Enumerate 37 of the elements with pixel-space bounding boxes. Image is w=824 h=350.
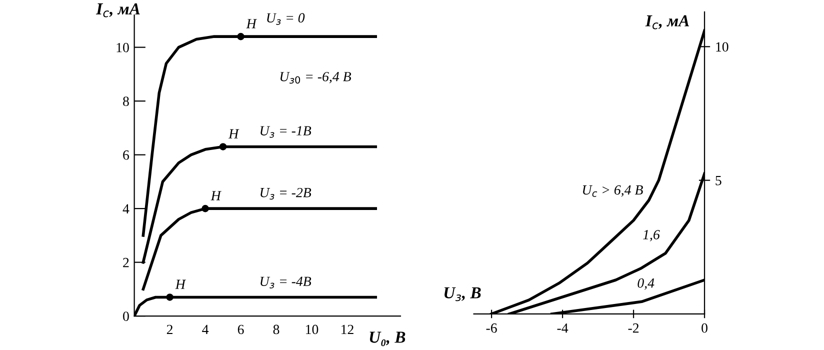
y-axis-title: I$_{с}$, мА	[645, 15, 690, 30]
point	[219, 143, 227, 150]
point	[237, 32, 244, 40]
x-tick-label: -2	[628, 323, 639, 333]
y-tick-label: 4	[122, 204, 130, 214]
point	[202, 204, 209, 212]
point	[166, 294, 174, 301]
x-axis-title: U$_{з}$, В	[444, 287, 481, 302]
x-tick-label: 4	[202, 324, 209, 334]
series-label: 1,6	[643, 230, 660, 242]
series-label: 0,4	[638, 278, 654, 290]
y-tick-label: 0	[123, 312, 129, 322]
y-tick-label: 6	[123, 150, 130, 160]
annotation: H	[246, 19, 257, 28]
x-tick-label: 12	[342, 324, 354, 334]
x-tick-label: 2	[166, 324, 173, 334]
annotation: H	[228, 129, 240, 138]
y-axis-title: I$_{с}$, мА	[96, 3, 140, 18]
x-tick-label: -4	[557, 323, 568, 333]
series-label: U$_{з}$ = 0	[267, 13, 305, 25]
series-label: U$_{с}$ > 6,4 В	[582, 185, 643, 197]
x-tick-label: 8	[273, 324, 280, 334]
annotation: U$_{з0}$ = -6,4 В	[280, 72, 352, 84]
annotation: H	[210, 191, 222, 200]
x-tick-label: 10	[306, 324, 318, 334]
y-tick-label: 2	[123, 258, 129, 268]
x-tick-label: -6	[486, 323, 497, 333]
x-tick-label: 6	[238, 324, 244, 334]
series-label: U$_{з}$ = -4В	[260, 276, 312, 288]
series-label: U$_{з}$ = -1В	[260, 126, 312, 138]
x-axis-title: U₀, В	[370, 332, 406, 346]
x-tick-label: 0	[702, 323, 708, 333]
annotation: H	[175, 280, 186, 289]
y-tick-label: 5	[716, 176, 722, 186]
y-tick-label: 10	[116, 42, 129, 52]
y-tick-label: 8	[123, 96, 129, 106]
series-label: U$_{з}$ = -2В	[260, 188, 312, 200]
